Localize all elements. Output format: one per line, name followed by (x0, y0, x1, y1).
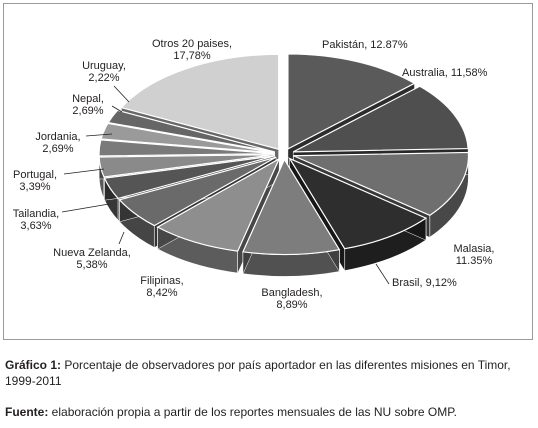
pie-slice (103, 155, 275, 200)
slice-label: Nueva Zelanda, 5,38% (53, 247, 131, 271)
slice-label: Tailandia, 3,63% (13, 208, 59, 232)
pie-slice (293, 151, 470, 217)
pie-slice (120, 53, 280, 151)
leader-line (111, 105, 123, 113)
caption-prefix: Gráfico 1: (5, 358, 62, 372)
pie-slice (107, 109, 275, 153)
leader-line (113, 85, 130, 103)
slice-label: Pakistán, 12.87% (322, 39, 408, 51)
pie-slice (98, 139, 275, 157)
leader-line (375, 263, 390, 285)
slice-label: Jordania, 2,69% (35, 131, 80, 155)
caption-text: Porcentaje de observadores por país apor… (5, 358, 511, 388)
pie-slice (287, 53, 416, 150)
slice-label: Bangladesh, 8,89% (261, 287, 322, 311)
leader-line (85, 133, 113, 137)
chart-frame: Pakistán, 12.87% Australia, 11,58% Malasia… (3, 3, 533, 340)
pie-slice (98, 154, 275, 178)
slice-label: Malasia, 11.35% (454, 243, 495, 267)
leader-line (118, 231, 125, 245)
slice-label: Filipinas, 8,42% (140, 275, 183, 299)
leader-line (61, 203, 110, 213)
slice-label: Australia, 11,58% (402, 67, 488, 79)
source-prefix: Fuente: (5, 405, 49, 419)
pie-tops (98, 53, 470, 256)
pie-chart: Pakistán, 12.87% Australia, 11,58% Malasia… (13, 38, 495, 311)
slice-label: Nepal, 2,69% (72, 93, 104, 117)
chart-caption: Gráfico 1: Porcentaje de observadores po… (5, 357, 535, 389)
pie-slice (118, 156, 277, 227)
pie-labels: Pakistán, 12.87% Australia, 11,58% Malasia… (13, 38, 495, 311)
slice-label: Otros 20 paises, 17,78% (152, 38, 232, 62)
chart-source: Fuente: elaboración propia a partir de l… (5, 404, 535, 420)
pie-slice (100, 122, 275, 154)
pie-slice (292, 85, 469, 153)
slice-label: Portugal, 3,39% (13, 169, 57, 193)
source-text: elaboración propia a partir de los repor… (48, 405, 457, 419)
pie-slice (242, 158, 341, 256)
slice-label: Brasil, 9,12% (392, 277, 457, 289)
pie-slice (156, 157, 281, 252)
leader-line (63, 168, 105, 175)
pie-slice (288, 157, 428, 250)
slice-label: Uruguay, 2,22% (82, 60, 126, 84)
